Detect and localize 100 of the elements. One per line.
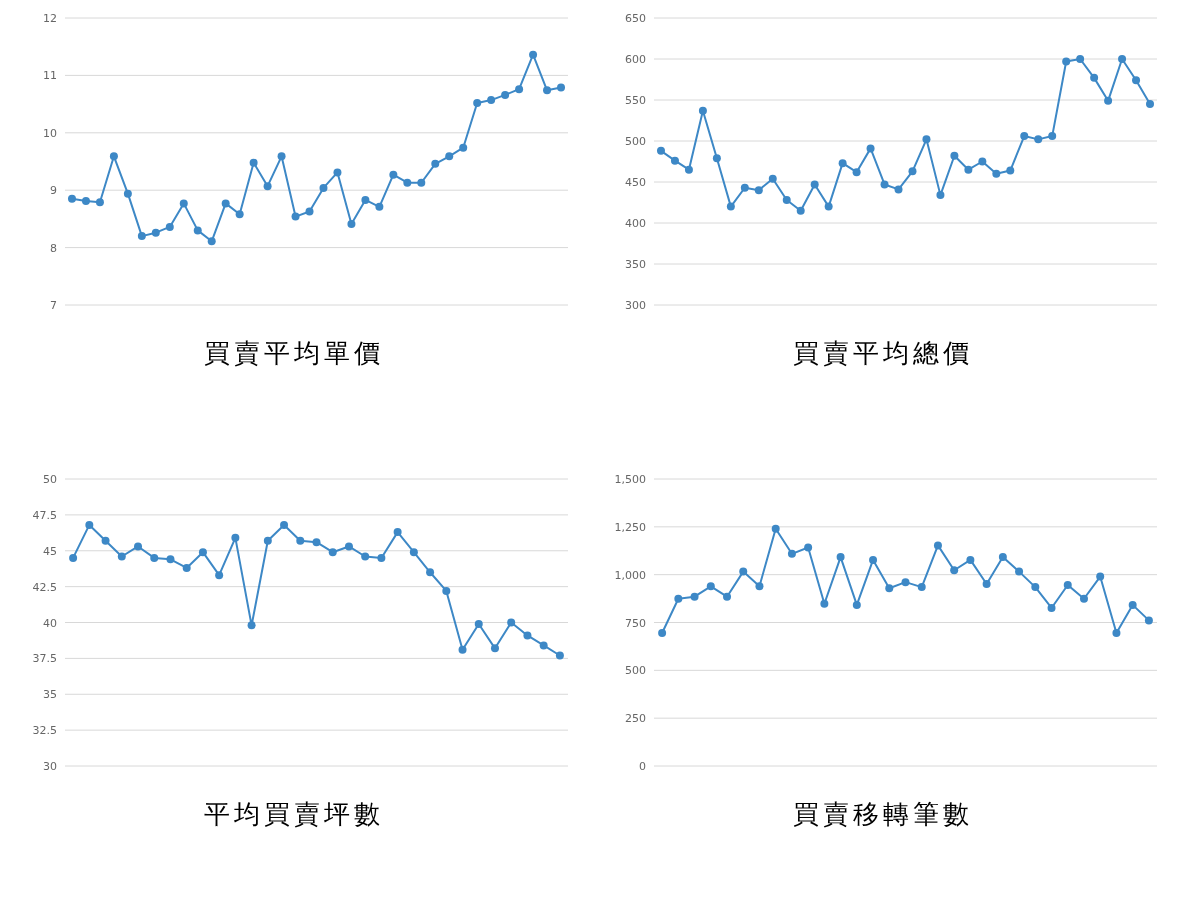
point [1144, 616, 1153, 625]
point [69, 553, 78, 562]
y-tick-label: 550 [625, 94, 646, 107]
point [950, 151, 959, 160]
point [917, 583, 926, 592]
point [296, 536, 305, 545]
y-tick-label: 0 [639, 760, 646, 773]
point [409, 548, 418, 557]
point [698, 106, 707, 115]
point [966, 555, 975, 564]
point [1031, 583, 1040, 592]
point [950, 566, 959, 575]
point [445, 152, 454, 161]
point [982, 580, 991, 589]
y-tick-label: 12 [43, 12, 57, 25]
text: 買賣平均單價 [204, 338, 384, 368]
point [333, 168, 342, 177]
point [998, 553, 1007, 562]
point [810, 180, 819, 189]
point [95, 198, 104, 207]
text: 平均買賣坪數 [204, 799, 384, 829]
point [1048, 132, 1057, 141]
point [193, 226, 202, 235]
point [922, 135, 931, 144]
y-tick-label: 650 [625, 12, 646, 25]
point [885, 584, 894, 593]
point [523, 631, 532, 640]
y-tick-label: 1,250 [614, 520, 646, 534]
y-tick-label: 42.5 [32, 580, 57, 594]
point [740, 183, 749, 192]
point [706, 582, 715, 591]
text: 買賣移轉筆數 [793, 799, 973, 829]
point [771, 524, 780, 533]
point [515, 85, 524, 94]
point [782, 196, 791, 205]
point [557, 83, 566, 92]
point [824, 202, 833, 211]
point [852, 600, 861, 609]
point [933, 541, 942, 550]
point [134, 542, 143, 551]
point [684, 165, 693, 174]
point [894, 185, 903, 194]
y-tick-label: 8 [50, 241, 57, 255]
point [198, 548, 207, 557]
point [978, 157, 987, 166]
point [1020, 132, 1029, 141]
y-tick-label: 250 [625, 712, 646, 726]
point [1132, 76, 1141, 85]
point [458, 645, 467, 654]
point [838, 159, 847, 168]
y-tick-label: 500 [625, 135, 646, 148]
point [305, 207, 314, 216]
point [1112, 629, 1121, 638]
point [179, 199, 188, 208]
point [543, 86, 552, 95]
point [215, 571, 224, 580]
point [221, 199, 230, 208]
point [674, 594, 683, 603]
point [1079, 594, 1088, 603]
point [263, 536, 272, 545]
point [417, 178, 426, 187]
point [754, 186, 763, 195]
point [690, 592, 699, 601]
y-tick-label: 300 [625, 299, 646, 312]
y-tick-label: 9 [50, 184, 57, 198]
point [755, 582, 764, 591]
point [459, 143, 468, 152]
point [235, 210, 244, 219]
point [280, 520, 289, 529]
point [319, 183, 328, 192]
point [1062, 57, 1071, 66]
point [377, 553, 386, 562]
point [787, 549, 796, 558]
point [739, 567, 748, 576]
point [85, 520, 94, 529]
point [670, 156, 679, 165]
y-tick-label: 40 [43, 616, 57, 630]
point [474, 619, 483, 628]
point [150, 553, 159, 562]
point [207, 237, 216, 246]
point [1128, 600, 1137, 609]
text: 買賣平均總價 [793, 338, 973, 368]
point [247, 621, 256, 630]
point [426, 568, 435, 577]
point [539, 641, 548, 650]
point [249, 158, 258, 167]
point [81, 197, 90, 206]
point [361, 552, 370, 561]
point [658, 629, 667, 638]
point [866, 144, 875, 153]
point [109, 152, 118, 161]
point [901, 578, 910, 587]
point [908, 167, 917, 176]
point [165, 222, 174, 231]
point [312, 538, 321, 547]
point [101, 536, 110, 545]
point [1104, 96, 1113, 105]
point [137, 232, 146, 241]
point [804, 543, 813, 552]
y-tick-label: 50 [43, 473, 57, 486]
